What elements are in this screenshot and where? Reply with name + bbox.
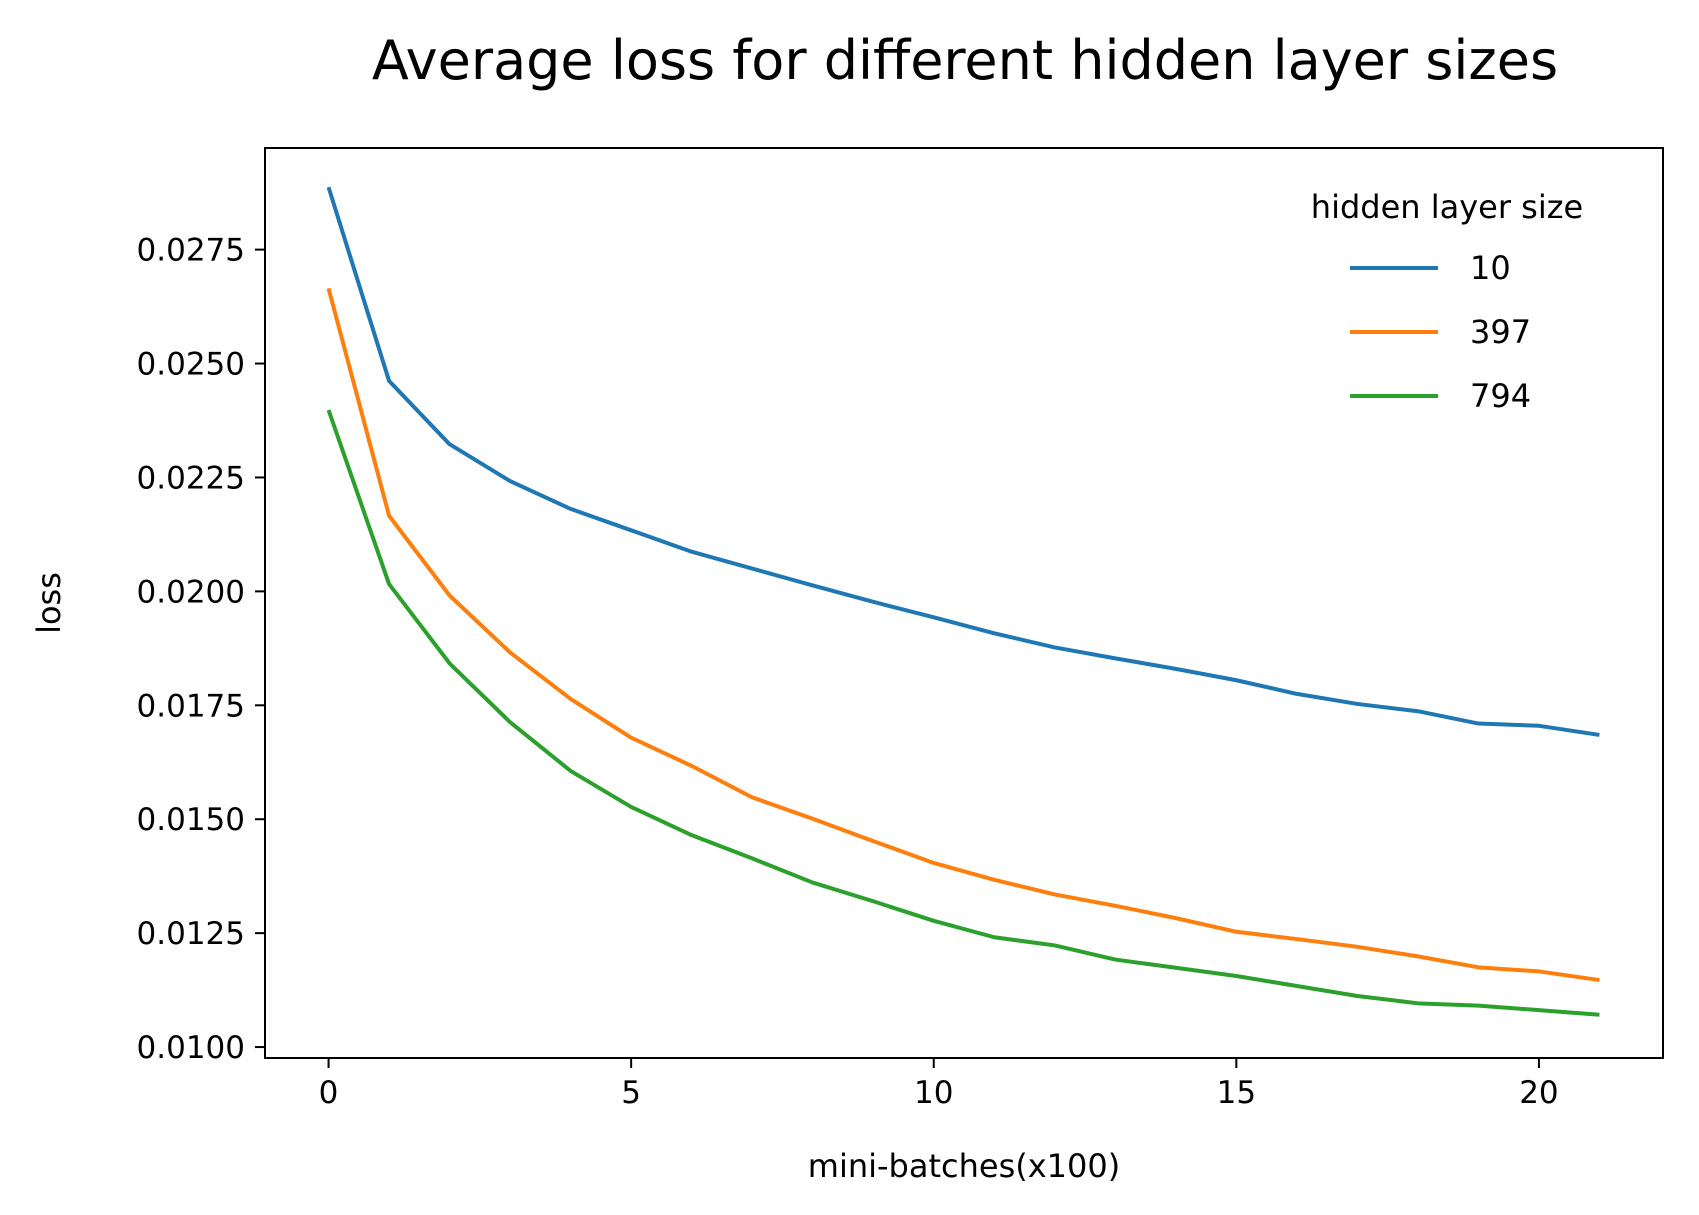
legend-label-794: 794 [1470,377,1531,415]
legend: hidden layer size 10 397 794 [1311,188,1583,415]
y-tick-label: 0.0175 [137,688,245,724]
series-line-397 [326,287,1600,983]
y-tick-label: 0.0150 [137,802,245,838]
y-tick-label: 0.0225 [137,460,245,496]
y-axis: 0.0100 0.0125 0.0150 0.0175 0.0200 0.0225 0.02… [137,233,265,1066]
legend-label-10: 10 [1470,249,1511,287]
series-line-794 [326,409,1600,1017]
plot-area [326,186,1600,1017]
chart-title: Average loss for different hidden layer … [372,29,1558,92]
x-tick-label: 15 [1217,1075,1256,1111]
y-axis-label: loss [30,572,68,634]
x-tick-label: 0 [319,1075,339,1111]
x-tick-label: 5 [621,1075,641,1111]
x-axis: 0 5 10 15 20 [319,1058,1559,1111]
series-line-10 [326,186,1600,737]
y-tick-label: 0.0200 [137,574,245,610]
plot-frame [264,147,1664,1059]
legend-label-397: 397 [1470,313,1531,351]
legend-title: hidden layer size [1311,188,1583,226]
x-tick-label: 10 [914,1075,953,1111]
x-axis-label: mini-batches(x100) [808,1147,1120,1185]
y-tick-label: 0.0100 [137,1030,245,1066]
y-tick-label: 0.0125 [137,916,245,952]
y-tick-label: 0.0275 [137,233,245,269]
y-tick-label: 0.0250 [137,347,245,383]
x-tick-label: 20 [1519,1075,1558,1111]
